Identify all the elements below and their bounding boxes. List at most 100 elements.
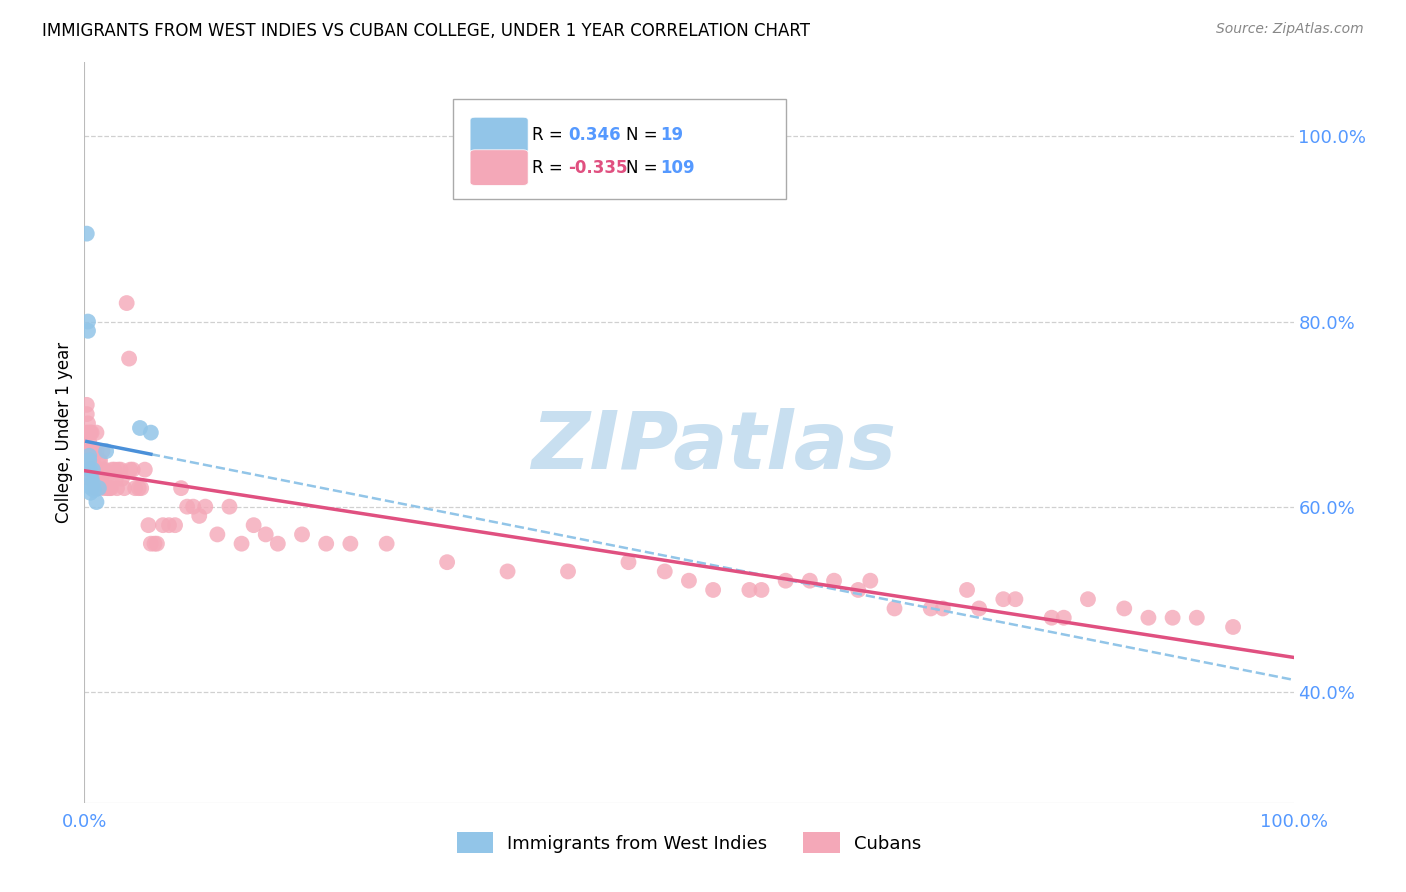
Point xyxy=(1185,611,1208,625)
Point xyxy=(80,472,103,486)
Point xyxy=(80,481,103,495)
Point xyxy=(89,453,111,467)
Point xyxy=(112,481,135,495)
Point xyxy=(678,574,700,588)
Text: IMMIGRANTS FROM WEST INDIES VS CUBAN COLLEGE, UNDER 1 YEAR CORRELATION CHART: IMMIGRANTS FROM WEST INDIES VS CUBAN COL… xyxy=(42,22,810,40)
Point xyxy=(1114,601,1136,615)
Point xyxy=(124,481,146,495)
Point xyxy=(181,500,204,514)
Point xyxy=(1040,611,1063,625)
Point xyxy=(128,481,150,495)
Point xyxy=(77,434,100,449)
Point xyxy=(436,555,458,569)
Point xyxy=(77,462,100,476)
Point xyxy=(267,536,290,550)
Point xyxy=(111,472,134,486)
Point xyxy=(82,453,104,467)
Point xyxy=(79,485,101,500)
Point xyxy=(157,518,180,533)
Point xyxy=(207,527,229,541)
Point xyxy=(139,536,162,550)
Point xyxy=(76,227,98,241)
Point xyxy=(121,462,143,476)
Text: -0.335: -0.335 xyxy=(568,159,627,177)
Point xyxy=(1004,592,1026,607)
Point xyxy=(77,417,100,431)
Point xyxy=(79,425,101,440)
Point xyxy=(176,500,198,514)
Point xyxy=(77,453,100,467)
Point xyxy=(775,574,797,588)
Point xyxy=(702,582,724,597)
Point xyxy=(110,462,132,476)
Point xyxy=(77,315,100,329)
Point xyxy=(86,495,108,509)
Point xyxy=(115,296,138,310)
Point xyxy=(129,421,152,435)
Point xyxy=(82,444,104,458)
Point xyxy=(76,398,98,412)
Point xyxy=(86,425,108,440)
Point xyxy=(188,508,211,523)
Point xyxy=(79,444,101,458)
Point xyxy=(496,565,519,579)
Point xyxy=(120,462,142,476)
Point xyxy=(83,444,105,458)
Point xyxy=(94,444,117,458)
Point xyxy=(87,453,110,467)
Point xyxy=(143,536,166,550)
Point xyxy=(77,425,100,440)
Point xyxy=(105,481,128,495)
Point xyxy=(751,582,773,597)
Point xyxy=(104,462,127,476)
Point xyxy=(218,500,240,514)
Point xyxy=(82,476,104,491)
Point xyxy=(104,472,127,486)
Point xyxy=(77,324,100,338)
Point xyxy=(291,527,314,541)
Point xyxy=(617,555,640,569)
Point xyxy=(84,462,107,476)
Point xyxy=(883,601,905,615)
Point xyxy=(557,565,579,579)
Point xyxy=(94,472,117,486)
Point xyxy=(79,462,101,476)
Point xyxy=(96,481,118,495)
Point xyxy=(231,536,253,550)
Point xyxy=(82,462,104,476)
Point xyxy=(152,518,174,533)
Point xyxy=(80,444,103,458)
Point xyxy=(799,574,821,588)
Point xyxy=(87,481,110,495)
Point xyxy=(86,462,108,476)
Point xyxy=(254,527,277,541)
Point xyxy=(129,481,152,495)
Point xyxy=(79,472,101,486)
Point xyxy=(94,462,117,476)
Point xyxy=(91,444,114,458)
Point xyxy=(86,481,108,495)
Point xyxy=(242,518,264,533)
Point xyxy=(1077,592,1099,607)
Point xyxy=(165,518,187,533)
Point xyxy=(315,536,337,550)
Point xyxy=(77,449,100,463)
Y-axis label: College, Under 1 year: College, Under 1 year xyxy=(55,342,73,524)
Point xyxy=(93,481,115,495)
Point xyxy=(82,462,104,476)
Point xyxy=(77,453,100,467)
Point xyxy=(97,481,120,495)
Point xyxy=(80,462,103,476)
Point xyxy=(76,407,98,421)
Point xyxy=(98,481,121,495)
Point xyxy=(75,425,97,440)
Text: N =: N = xyxy=(626,126,664,144)
Point xyxy=(77,462,100,476)
Point xyxy=(138,518,160,533)
FancyBboxPatch shape xyxy=(470,150,529,186)
Point xyxy=(859,574,882,588)
Point xyxy=(118,351,141,366)
Point xyxy=(77,444,100,458)
Point xyxy=(920,601,942,615)
Point xyxy=(91,462,114,476)
